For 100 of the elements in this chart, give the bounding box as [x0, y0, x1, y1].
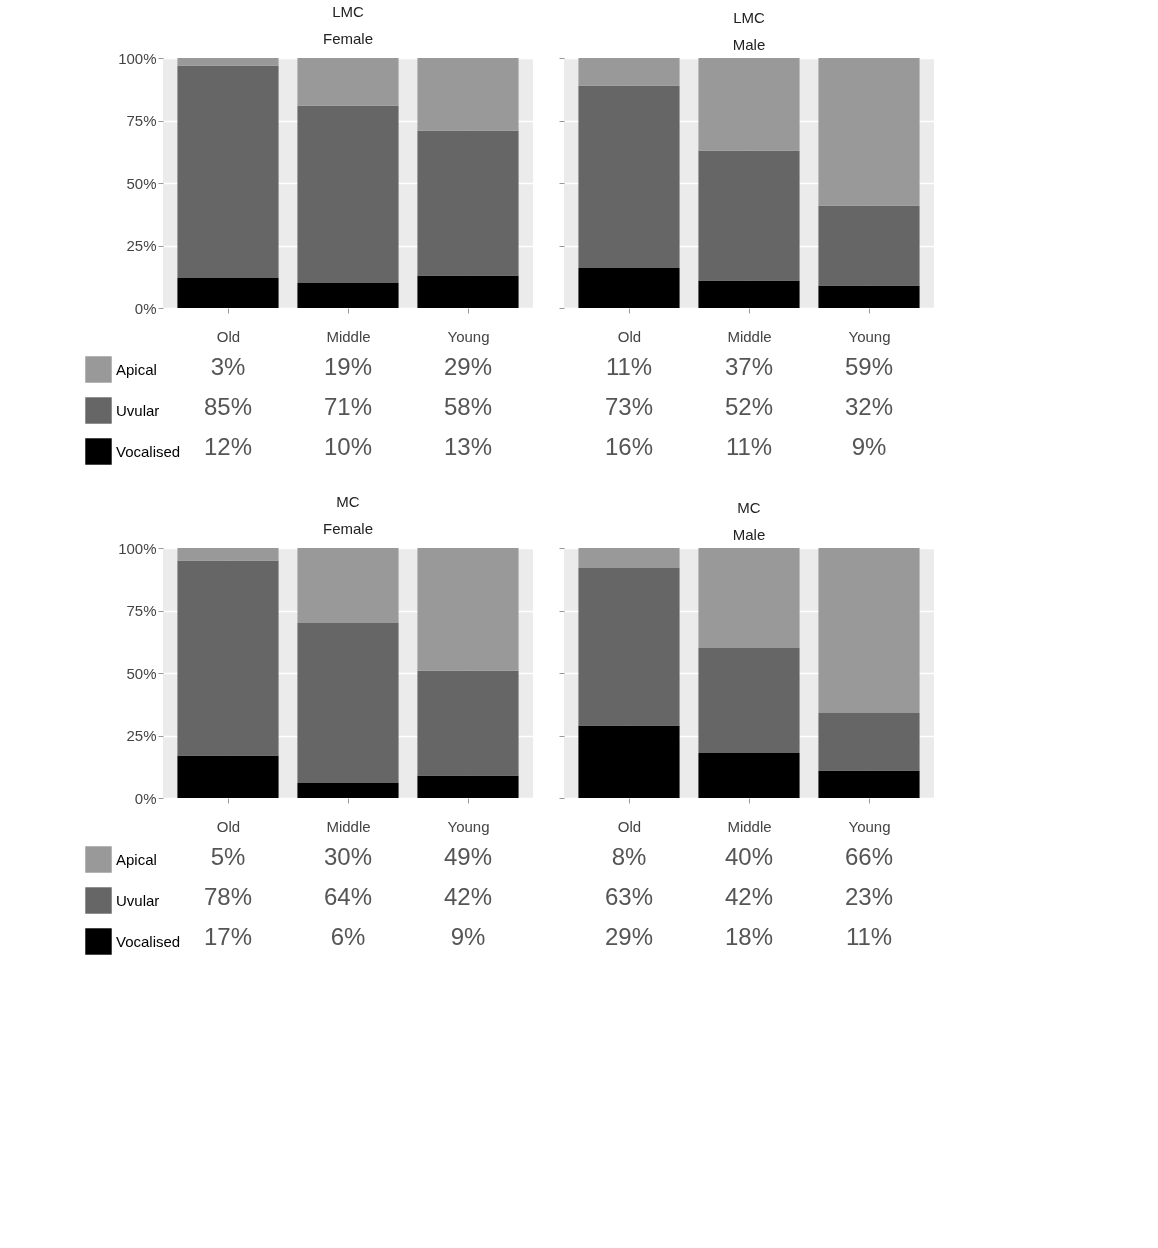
bar	[578, 725, 680, 798]
bar	[297, 283, 399, 308]
x-tick-label: Middle	[727, 327, 772, 345]
chart-title: MC	[737, 499, 761, 517]
bar	[578, 85, 680, 268]
bar	[578, 268, 680, 308]
bar	[177, 560, 279, 756]
data-label: 8%	[611, 843, 647, 870]
data-label: 5%	[210, 843, 246, 870]
data-label: 73%	[604, 393, 654, 420]
bar	[698, 753, 800, 798]
chart-title: MC	[336, 493, 360, 510]
x-tick-label: Old	[617, 327, 642, 345]
bar	[417, 548, 519, 671]
bar	[818, 713, 920, 771]
y-tick-label: 50%	[126, 664, 157, 682]
data-label: 6%	[330, 923, 366, 950]
data-label: 49%	[443, 843, 493, 870]
x-tick-label: Middle	[727, 817, 772, 835]
data-label: 11%	[725, 433, 773, 460]
bar	[417, 670, 519, 776]
bar	[818, 285, 920, 308]
bar	[177, 548, 279, 561]
bar	[818, 548, 920, 713]
bar	[417, 275, 519, 308]
y-tick-label: 100%	[118, 49, 157, 67]
bar	[578, 548, 680, 568]
chart-subtitle: Female	[322, 30, 374, 47]
chart-subtitle: Male	[732, 36, 766, 54]
data-label: 52%	[724, 393, 774, 420]
y-tick-label: 75%	[126, 602, 157, 619]
bar	[177, 65, 279, 278]
data-label: 16%	[604, 433, 654, 460]
data-label: 19%	[323, 353, 373, 380]
data-label: 66%	[844, 843, 894, 870]
data-label: 29%	[604, 923, 654, 950]
bar	[297, 623, 399, 783]
legend-label: Vocalised	[116, 442, 181, 460]
bar	[698, 150, 800, 281]
data-label: 12%	[203, 433, 253, 460]
chart-title: LMC	[332, 3, 364, 20]
data-label: 9%	[851, 433, 887, 460]
data-label: 9%	[450, 923, 486, 950]
legend-label: Apical	[116, 360, 157, 378]
bar	[297, 548, 399, 623]
legend-label: Vocalised	[116, 932, 181, 950]
bar	[578, 58, 680, 86]
x-tick-label: Young	[848, 327, 891, 345]
chart-title: LMC	[733, 9, 765, 27]
bar	[698, 548, 800, 648]
y-tick-label: 25%	[126, 727, 157, 744]
x-tick-label: Middle	[326, 817, 371, 835]
data-label: 42%	[443, 883, 493, 910]
data-label: 64%	[323, 883, 373, 910]
bar	[818, 58, 920, 206]
chart-subtitle: Female	[322, 520, 374, 537]
y-tick-label: 100%	[118, 539, 157, 557]
data-label: 30%	[323, 843, 373, 870]
bar	[818, 770, 920, 798]
data-label: 10%	[323, 433, 373, 460]
data-label: 23%	[844, 883, 894, 910]
data-label: 71%	[323, 393, 373, 420]
data-label: 63%	[604, 883, 654, 910]
data-label: 11%	[605, 353, 653, 380]
y-tick-label: 0%	[134, 789, 157, 807]
bar	[297, 783, 399, 798]
bar	[698, 648, 800, 753]
data-label: 17%	[203, 923, 253, 950]
bar	[698, 280, 800, 308]
bar	[818, 205, 920, 286]
data-label: 59%	[844, 353, 894, 380]
y-tick-label: 50%	[126, 174, 157, 192]
data-label: 11%	[845, 923, 893, 950]
legend-label: Uvular	[116, 401, 160, 419]
bar	[417, 58, 519, 131]
data-label: 37%	[724, 353, 774, 380]
y-tick-label: 0%	[134, 299, 157, 317]
data-label: 85%	[203, 393, 253, 420]
bar	[177, 755, 279, 798]
bar	[297, 105, 399, 283]
bar	[297, 58, 399, 106]
data-label: 13%	[443, 433, 493, 460]
data-label: 58%	[443, 393, 493, 420]
x-tick-label: Old	[617, 817, 642, 835]
bar	[177, 278, 279, 308]
bar	[417, 130, 519, 276]
x-tick-label: Old	[216, 817, 241, 835]
bar	[698, 58, 800, 151]
y-tick-label: 75%	[126, 112, 157, 129]
bar	[578, 568, 680, 726]
x-tick-label: Middle	[326, 327, 371, 345]
x-tick-label: Young	[447, 327, 490, 345]
data-label: 78%	[203, 883, 253, 910]
x-tick-label: Young	[848, 817, 891, 835]
data-label: 42%	[724, 883, 774, 910]
data-label: 18%	[724, 923, 774, 950]
bar	[177, 58, 279, 66]
x-tick-label: Young	[447, 817, 490, 835]
data-label: 40%	[724, 843, 774, 870]
legend-label: Apical	[116, 850, 157, 868]
